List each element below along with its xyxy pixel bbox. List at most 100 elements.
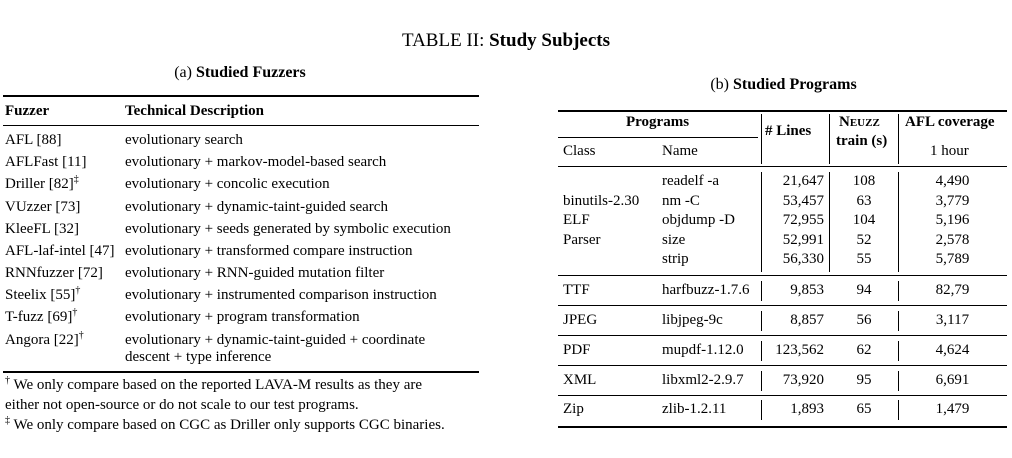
fuzzer-description: evolutionary + dynamic-taint-guided sear… (125, 199, 388, 215)
fuzzers-header-rule (3, 125, 479, 126)
coverage-cell: 82,79 (935, 282, 970, 298)
fuzzer-description: evolutionary + transformed compare instr… (125, 243, 413, 259)
fuzzer-description: evolutionary search (125, 132, 243, 148)
train-cell: 104 (852, 212, 876, 228)
fuzzer-description: evolutionary + seeds generated by symbol… (125, 221, 451, 237)
coverage-cell: 5,196 (935, 212, 970, 228)
programs-caption: (b) Studied Programs (556, 76, 1011, 94)
coverage-cell: 5,789 (935, 251, 970, 267)
program-name: readelf -a (662, 173, 720, 189)
class-cell: XML (563, 372, 597, 388)
table-row: KleeFL [32] evolutionary + seeds generat… (0, 221, 480, 243)
lines-cell: 56,330 (782, 251, 824, 267)
footnote-mark: ‡ (73, 174, 79, 185)
lines-cell: 73,920 (782, 372, 824, 388)
description-column-header: Technical Description (125, 103, 265, 119)
train-cell: 62 (856, 342, 872, 358)
table-row: Steelix [55]† evolutionary + instrumente… (0, 285, 480, 309)
column-separator (761, 114, 762, 164)
fuzzer-column-header: Fuzzer (5, 103, 50, 119)
program-name: harfbuzz-1.7.6 (662, 282, 750, 298)
programs-bottom-rule (558, 426, 1007, 428)
table-row: T-fuzz [69]† evolutionary + program tran… (0, 307, 480, 331)
coverage-cell: 3,779 (935, 193, 970, 209)
train-cell: 56 (856, 312, 872, 328)
lines-cell: 123,562 (775, 342, 824, 358)
programs-header-rule (558, 166, 1007, 167)
class-cell: Zip (563, 401, 584, 417)
table-row: Angora [22]† evolutionary + dynamic-tain… (0, 330, 480, 372)
footnote-text: We only compare based on CGC as Driller … (13, 417, 445, 433)
footnote-dagger: † We only compare based on the reported … (5, 375, 485, 394)
fuzzer-name: Driller [82]‡ (5, 174, 79, 193)
row-separator (558, 335, 1007, 336)
fuzzer-description: evolutionary + RNN-guided mutation filte… (125, 265, 385, 281)
class-cell: PDF (563, 342, 591, 358)
coverage-cell: 4,490 (935, 173, 970, 189)
programs-caption-text: Studied Programs (732, 76, 857, 93)
table-number: TABLE II: (401, 30, 485, 51)
footnote-mark: ‡ (5, 415, 10, 426)
column-separator (898, 281, 899, 301)
program-name: libjpeg-9c (662, 312, 723, 328)
train-cell: 63 (856, 193, 872, 209)
table-row: AFL [88] evolutionary search (0, 132, 480, 154)
footnote-mark: † (5, 375, 10, 386)
afl-coverage-column-header: AFL coverage (905, 114, 995, 130)
program-name: strip (662, 251, 689, 267)
programs-top-rule (558, 110, 1007, 112)
footnote-text: either not open-source or do not scale t… (5, 397, 359, 413)
fuzzer-name: RNNfuzzer [72] (5, 265, 103, 281)
fuzzers-bottom-rule (3, 371, 479, 373)
column-separator (898, 400, 899, 420)
program-name: objdump -D (662, 212, 735, 228)
programs-group-header: Programs (626, 114, 690, 130)
program-name: zlib-1.2.11 (662, 401, 727, 417)
class-cell: JPEG (563, 312, 598, 328)
footnote-mark: † (72, 307, 78, 318)
fuzzers-caption: (a) Studied Fuzzers (0, 64, 480, 82)
hour-column-header: 1 hour (930, 143, 969, 159)
fuzzer-description: evolutionary + markov-model-based search (125, 154, 387, 170)
fuzzer-name: VUzzer [73] (5, 199, 81, 215)
row-separator (558, 365, 1007, 366)
row-separator (558, 275, 1007, 276)
column-separator (898, 114, 899, 164)
class-cell: binutils-2.30 (563, 193, 640, 209)
lines-cell: 1,893 (790, 401, 824, 417)
fuzzer-description: evolutionary + concolic execution (125, 176, 330, 192)
column-separator (761, 400, 762, 420)
row-separator (558, 305, 1007, 306)
table-title-text: Study Subjects (489, 30, 611, 51)
column-separator (761, 172, 762, 272)
lines-column-header: # Lines (765, 123, 812, 139)
fuzzers-caption-text: Studied Fuzzers (195, 64, 306, 81)
neuzz-column-header: Neuzz (839, 114, 880, 130)
footnote-double-dagger: ‡ We only compare based on CGC as Drille… (5, 415, 485, 434)
fuzzer-description: evolutionary + instrumented comparison i… (125, 287, 437, 303)
column-separator (898, 311, 899, 331)
train-cell: 108 (852, 173, 876, 189)
footnote-mark: † (75, 285, 81, 296)
lines-cell: 9,853 (790, 282, 824, 298)
table-row: VUzzer [73] evolutionary + dynamic-taint… (0, 199, 480, 221)
name-column-header: Name (662, 143, 698, 159)
coverage-cell: 2,578 (935, 232, 970, 248)
column-separator (761, 341, 762, 361)
fuzzer-name: Angora [22]† (5, 330, 84, 349)
fuzzers-caption-label: (a) (174, 64, 192, 81)
train-column-header: train (s) (836, 133, 888, 149)
column-separator (761, 281, 762, 301)
lines-cell: 53,457 (782, 193, 824, 209)
train-cell: 65 (856, 401, 872, 417)
class-cell: Parser (563, 232, 601, 248)
column-separator (898, 341, 899, 361)
column-separator (761, 311, 762, 331)
train-cell: 52 (856, 232, 872, 248)
table-title: TABLE II: Study Subjects (0, 30, 1012, 52)
fuzzer-name: AFLFast [11] (5, 154, 87, 170)
program-name: nm -C (662, 193, 700, 209)
column-separator (761, 371, 762, 391)
fuzzer-name: Steelix [55]† (5, 285, 81, 304)
column-separator (829, 114, 830, 164)
